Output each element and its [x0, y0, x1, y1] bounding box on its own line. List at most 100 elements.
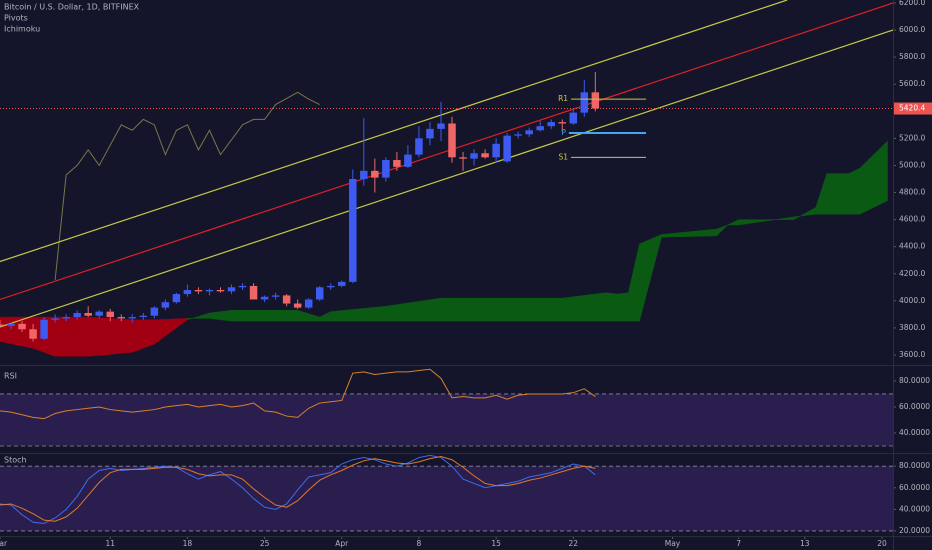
candle-body: [360, 170, 368, 179]
pivot-label: R1: [558, 94, 568, 103]
x-tick-label: 18: [183, 539, 193, 548]
stoch-panel: [0, 454, 893, 532]
candle-body: [349, 178, 357, 282]
candle-body: [404, 154, 412, 167]
y-tick-label: 20.0000: [899, 526, 930, 535]
candle-body: [40, 319, 48, 339]
level-band: [0, 466, 893, 531]
rsi-panel: [0, 368, 893, 447]
candle-body: [371, 170, 379, 178]
candle-body: [227, 287, 236, 292]
candle-body: [260, 296, 269, 300]
cloud-segment: [231, 310, 298, 322]
candle-body: [73, 313, 81, 318]
candle-body: [415, 138, 423, 155]
level-band: [0, 393, 893, 446]
candle-body: [62, 317, 70, 319]
candle-body: [470, 153, 478, 159]
channel-line: [0, 29, 893, 328]
candle-body: [7, 323, 15, 326]
candle-body: [426, 128, 434, 139]
candle-body: [238, 285, 247, 288]
cloud-segment: [87, 316, 133, 357]
x-tick-label: 25: [260, 539, 270, 548]
x-tick-label: 20: [877, 539, 887, 548]
candle-body: [216, 289, 225, 292]
candle-body: [161, 302, 170, 308]
y-tick-label: 3600.0: [899, 350, 925, 359]
x-tick-label: Apr: [335, 539, 349, 548]
last-price-label: 5420.4: [899, 104, 925, 113]
y-tick-label: 5000.0: [899, 160, 925, 169]
x-tick-label: May: [665, 539, 681, 548]
candle-body: [382, 160, 390, 178]
y-tick-label: 4200.0: [899, 269, 925, 278]
candle-body: [271, 295, 280, 297]
y-tick-label: 40.0000: [899, 504, 930, 513]
candle-body: [172, 294, 181, 303]
y-tick-label: 4400.0: [899, 242, 925, 251]
candle-body: [326, 285, 335, 288]
candle-body: [282, 295, 291, 304]
y-tick-label: 60.0000: [899, 402, 930, 411]
cloud-segment: [859, 140, 888, 215]
panel-title: Stoch: [4, 456, 27, 465]
candle-body: [84, 313, 92, 316]
lagging-line: [54, 91, 320, 281]
channel-line: [0, 0, 788, 263]
x-tick-label: 8: [417, 539, 422, 548]
y-tick-label: 5600.0: [899, 79, 925, 88]
candle-body: [304, 299, 313, 308]
candle-body: [525, 130, 533, 135]
indicator-line: [0, 455, 596, 522]
candle-body: [437, 123, 445, 129]
indicator-label: Ichimoku: [4, 25, 40, 34]
indicator-label: Pivots: [4, 14, 28, 23]
candle-body: [117, 317, 126, 319]
candle-body: [139, 315, 148, 318]
cloud-segment: [716, 224, 728, 237]
price-panel: R1 P S1: [0, 0, 893, 357]
pivot-label: S1: [559, 152, 569, 161]
candle-body: [293, 303, 302, 308]
x-tick-label: 22: [569, 539, 579, 548]
candle-body: [315, 287, 324, 300]
cloud-segment: [606, 292, 618, 322]
y-tick-label: 60.0000: [899, 483, 930, 492]
last-price-tag: [894, 102, 932, 115]
y-tick-label: 5800.0: [899, 52, 925, 61]
candle-body: [459, 157, 467, 159]
x-tick-label: 13: [800, 539, 810, 548]
candle-body: [503, 135, 511, 162]
candle-body: [481, 153, 489, 158]
candle-body: [18, 323, 26, 330]
y-tick-label: 40.0000: [899, 428, 930, 437]
y-tick-label: 4600.0: [899, 215, 925, 224]
y-tick-label: 80.0000: [899, 376, 930, 385]
y-tick-label: 6200.0: [899, 0, 925, 7]
candle-body: [194, 289, 203, 292]
candle-body: [95, 311, 103, 316]
candle-body: [0, 324, 4, 326]
candle-body: [51, 318, 59, 320]
x-tick-label: 11: [105, 539, 115, 548]
panel-title: RSI: [4, 372, 17, 381]
pivot-label: P: [561, 128, 566, 137]
candle-body: [580, 92, 589, 113]
candle-body: [183, 289, 192, 295]
candle-body: [29, 329, 37, 339]
cloud-segment: [495, 297, 563, 322]
cloud-segment: [848, 167, 861, 215]
candle-body: [547, 122, 555, 127]
channel-line: [0, 2, 893, 301]
candle-body: [514, 134, 522, 136]
candle-body: [205, 289, 214, 292]
indicator-line: [0, 368, 596, 420]
x-tick-label: 15: [491, 539, 501, 548]
candle-body: [536, 126, 544, 131]
x-tick-label: 7: [736, 539, 741, 548]
candle-body: [558, 122, 567, 124]
candle-body: [393, 160, 401, 167]
